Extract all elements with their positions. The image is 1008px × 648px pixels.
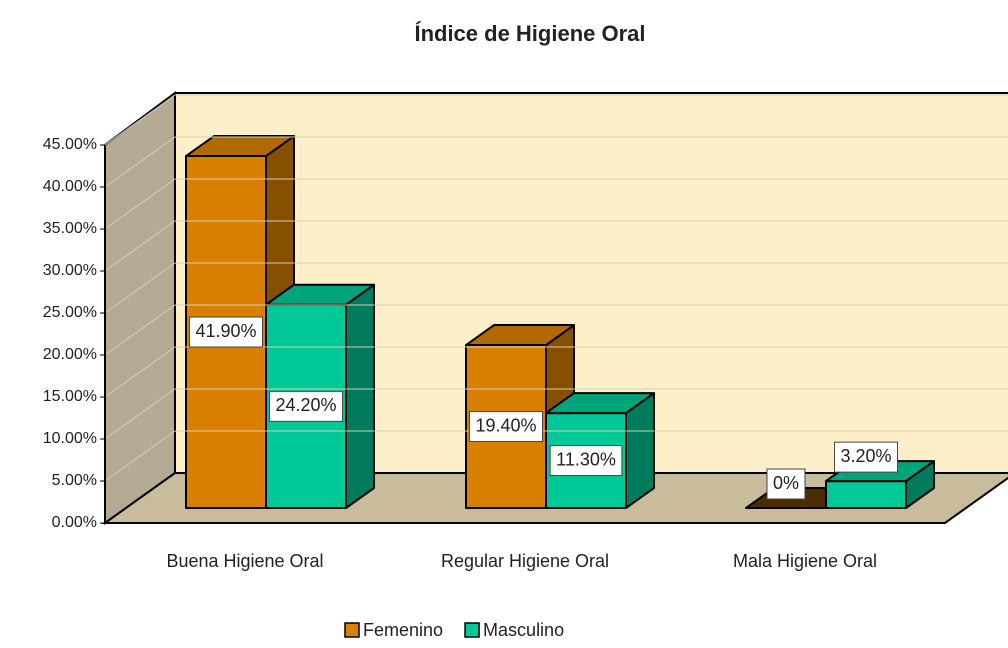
y-tick-label: 20.00% bbox=[43, 346, 97, 363]
data-label-box bbox=[268, 390, 344, 422]
grid-line bbox=[104, 346, 176, 398]
y-tick-label: 5.00% bbox=[52, 472, 97, 489]
data-label: 24.20% bbox=[275, 395, 336, 415]
legend-label: Masculino bbox=[483, 620, 564, 640]
x-tick-label: Mala Higiene Oral bbox=[733, 551, 877, 571]
x-tick-label: Buena Higiene Oral bbox=[166, 551, 323, 571]
data-label-box bbox=[766, 468, 806, 500]
y-tick-label: 10.00% bbox=[43, 430, 97, 447]
data-label: 19.40% bbox=[475, 415, 536, 435]
grid-line bbox=[104, 262, 176, 314]
bar-front bbox=[825, 480, 907, 509]
grid-line bbox=[104, 178, 176, 230]
data-label-box bbox=[549, 445, 623, 477]
grid-line bbox=[104, 430, 176, 482]
chart-title: Índice de Higiene Oral bbox=[414, 21, 645, 46]
data-label-box bbox=[188, 316, 264, 348]
bar-side bbox=[345, 283, 375, 509]
bar-top bbox=[465, 324, 575, 347]
data-label: 41.90% bbox=[195, 321, 256, 341]
x-tick-label: Regular Higiene Oral bbox=[441, 551, 609, 571]
y-tick-label: 25.00% bbox=[43, 304, 97, 321]
y-tick-label: 15.00% bbox=[43, 388, 97, 405]
y-tick-label: 40.00% bbox=[43, 178, 97, 195]
data-label: 0% bbox=[773, 473, 799, 493]
grid-line bbox=[104, 94, 176, 146]
bar-top bbox=[545, 392, 655, 415]
data-label: 3.20% bbox=[840, 446, 891, 466]
legend-label: Femenino bbox=[363, 620, 443, 640]
data-label-box bbox=[468, 411, 544, 443]
bar-top bbox=[185, 135, 295, 158]
y-tick-label: 45.00% bbox=[43, 136, 97, 153]
data-label: 11.30% bbox=[556, 449, 616, 469]
grid-line bbox=[104, 304, 176, 356]
y-tick-label: 0.00% bbox=[52, 514, 97, 531]
side-wall bbox=[104, 91, 176, 525]
legend-swatch bbox=[344, 622, 360, 638]
grid-line bbox=[104, 136, 176, 188]
data-label-box bbox=[833, 441, 899, 473]
y-tick-label: 35.00% bbox=[43, 220, 97, 237]
legend-swatch bbox=[464, 622, 480, 638]
grid-line bbox=[104, 388, 176, 440]
grid-line bbox=[104, 220, 176, 272]
y-tick-label: 30.00% bbox=[43, 262, 97, 279]
